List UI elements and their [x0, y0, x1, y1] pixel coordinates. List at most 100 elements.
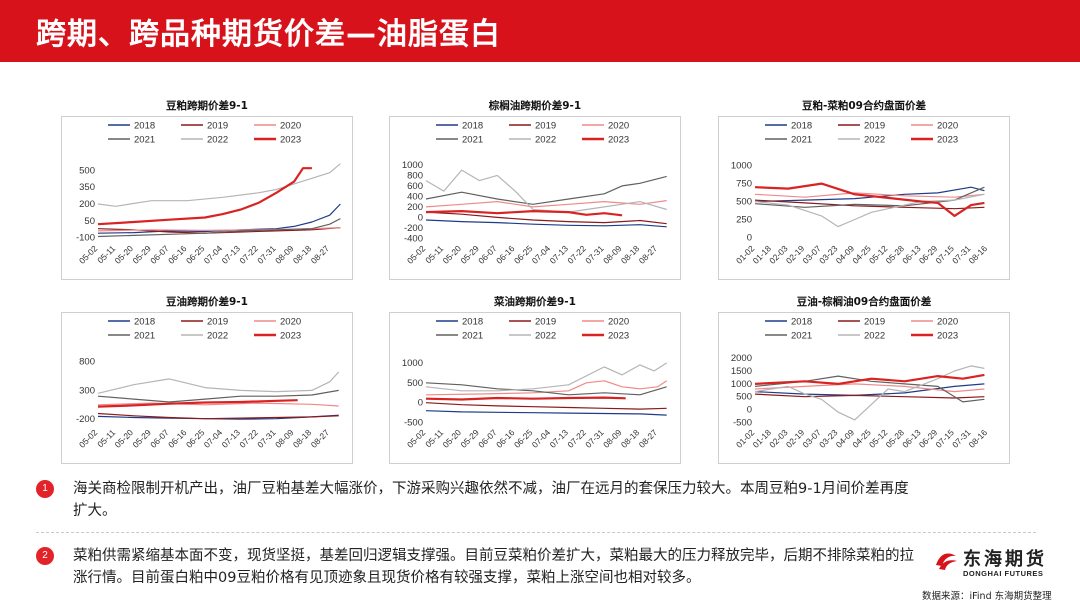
legend-label: 2022: [535, 331, 556, 342]
y-tick-label: -200: [76, 414, 95, 425]
chart-panel-4: 豆油跨期价差9-1 2018 2019 2020 2021 2022 2023 800 300…: [61, 294, 353, 464]
series-line-2018: [754, 383, 985, 396]
x-tick-label: 08-18: [291, 243, 314, 266]
legend-label: 2018: [462, 317, 483, 328]
series-line-2022: [425, 169, 667, 213]
legend-label: 2021: [134, 135, 155, 146]
x-tick-label: 08-16: [967, 427, 990, 450]
y-tick-label: -500: [733, 417, 752, 428]
y-tick-label: 0: [747, 405, 752, 416]
wave-logo-icon: [936, 553, 957, 570]
chart-panel-3: 豆粕-菜粕09合约盘面价差 2018 2019 2020 2021 2022 2023 10…: [718, 98, 1010, 280]
logo-english-name: DONGHAI FUTURES: [963, 569, 1044, 578]
company-logo: 东海期货 DONGHAI FUTURES: [933, 545, 1073, 589]
series-line-2023: [754, 373, 985, 385]
y-tick-label: 500: [736, 392, 752, 403]
x-tick-label: 08-16: [967, 243, 990, 266]
x-tick-label: 07-04: [530, 427, 553, 450]
logo-chinese-name: 东海期货: [963, 549, 1047, 570]
series-line-2021: [754, 375, 985, 403]
series-line-2022: [97, 371, 340, 394]
y-tick-label: -100: [76, 233, 95, 244]
legend-label: 2022: [207, 331, 228, 342]
page-title: 跨期、跨品种期货价差—油脂蛋白: [36, 17, 501, 52]
y-tick-label: 800: [79, 357, 95, 368]
x-tick-label: 05-11: [95, 427, 117, 449]
chart-svg: 2018 2019 2020 2021 2022 2023 1000 500 0 -50005-0…: [402, 317, 668, 450]
series-line-2020: [425, 200, 667, 208]
chart-frame: 2018 2019 2020 2021 2022 2023 1000 750 500 250 0 01…: [718, 116, 1010, 280]
legend-label: 2020: [937, 121, 958, 132]
chart-svg: 2018 2019 2020 2021 2022 2023 2000 1500 1000 500 0…: [731, 317, 990, 450]
x-tick-label: 08-09: [273, 427, 296, 450]
legend-label: 2020: [608, 121, 629, 132]
x-tick-label: 05-02: [77, 427, 100, 450]
y-tick-label: 1000: [402, 160, 423, 171]
chart-frame: 2018 2019 2020 2021 2022 2023 2000 1500 1000 500 0…: [718, 312, 1010, 464]
series-line-2023: [754, 182, 985, 217]
legend-label: 2019: [207, 317, 228, 328]
x-tick-label: 06-16: [494, 243, 517, 266]
legend-label: 2022: [207, 135, 228, 146]
x-tick-label: 06-07: [148, 243, 171, 266]
x-tick-label: 05-02: [405, 243, 428, 266]
x-tick-label: 05-29: [458, 427, 481, 450]
x-tick-label: 08-09: [601, 427, 624, 450]
note-text-1: 海关商检限制开机产出，油厂豆粕基差大幅涨价，下游采购兴趣依然不减，油厂在远月的套…: [73, 481, 909, 519]
x-tick-label: 06-25: [184, 243, 207, 266]
legend-label: 2018: [134, 317, 155, 328]
x-tick-label: 05-20: [113, 243, 136, 266]
series-line-2022: [754, 365, 985, 421]
x-tick-label: 07-04: [202, 427, 225, 450]
chart-title: 棕榈油跨期价差9-1: [488, 100, 582, 112]
x-tick-label: 07-22: [237, 243, 260, 266]
x-tick-label: 06-07: [148, 427, 171, 450]
x-tick-label: 07-31: [583, 427, 606, 450]
x-tick-label: 05-20: [441, 427, 464, 450]
x-tick-label: 05-20: [441, 243, 464, 266]
x-tick-label: 08-27: [309, 243, 332, 266]
y-tick-label: 1500: [731, 366, 752, 377]
y-tick-label: 600: [407, 181, 423, 192]
x-tick-label: 07-13: [548, 427, 571, 450]
x-tick-label: 06-16: [166, 243, 189, 266]
y-tick-label: 0: [747, 232, 752, 243]
series-line-2022: [754, 193, 985, 228]
y-tick-label: 750: [736, 179, 752, 190]
legend-label: 2018: [462, 121, 483, 132]
x-tick-label: 07-31: [255, 427, 278, 450]
chart-frame: 2018 2019 2020 2021 2022 2023 1000 500 0 -500 05-0…: [389, 312, 681, 464]
x-tick-label: 08-27: [637, 427, 660, 450]
series-line-2023: [425, 210, 623, 217]
y-tick-label: 500: [407, 378, 423, 389]
legend-label: 2019: [207, 121, 228, 132]
y-tick-label: 1000: [731, 379, 752, 390]
chart-title: 豆粕跨期价差9-1: [166, 100, 248, 112]
x-tick-label: 07-13: [220, 243, 243, 266]
x-tick-label: 07-04: [530, 243, 553, 266]
series-line-2021: [97, 218, 341, 238]
legend-label: 2019: [535, 317, 556, 328]
x-tick-label: 05-02: [77, 243, 100, 266]
series-line-2018: [425, 219, 667, 228]
x-tick-label: 07-04: [202, 243, 225, 266]
y-tick-label: 200: [79, 199, 95, 210]
legend-label: 2019: [535, 121, 556, 132]
x-tick-label: 05-11: [95, 243, 117, 265]
y-tick-label: 1000: [402, 358, 423, 369]
legend-label: 2023: [608, 331, 629, 342]
series-line-2018: [425, 410, 667, 416]
y-tick-label: 0: [418, 212, 423, 223]
note-number: 1: [42, 483, 48, 494]
chart-title: 豆粕-菜粕09合约盘面价差: [802, 100, 926, 112]
x-tick-label: 08-18: [291, 427, 314, 450]
y-tick-label: 400: [407, 191, 423, 202]
y-tick-label: -500: [404, 418, 423, 429]
chart-panel-2: 棕榈油跨期价差9-1 2018 2019 2020 2021 2022 2023 1000 8…: [389, 98, 681, 280]
x-tick-label: 05-02: [405, 427, 428, 450]
series-line-2021: [425, 382, 667, 396]
y-tick-label: 500: [79, 165, 95, 176]
legend-label: 2022: [864, 135, 885, 146]
note-bullet-2: 2: [36, 547, 54, 565]
